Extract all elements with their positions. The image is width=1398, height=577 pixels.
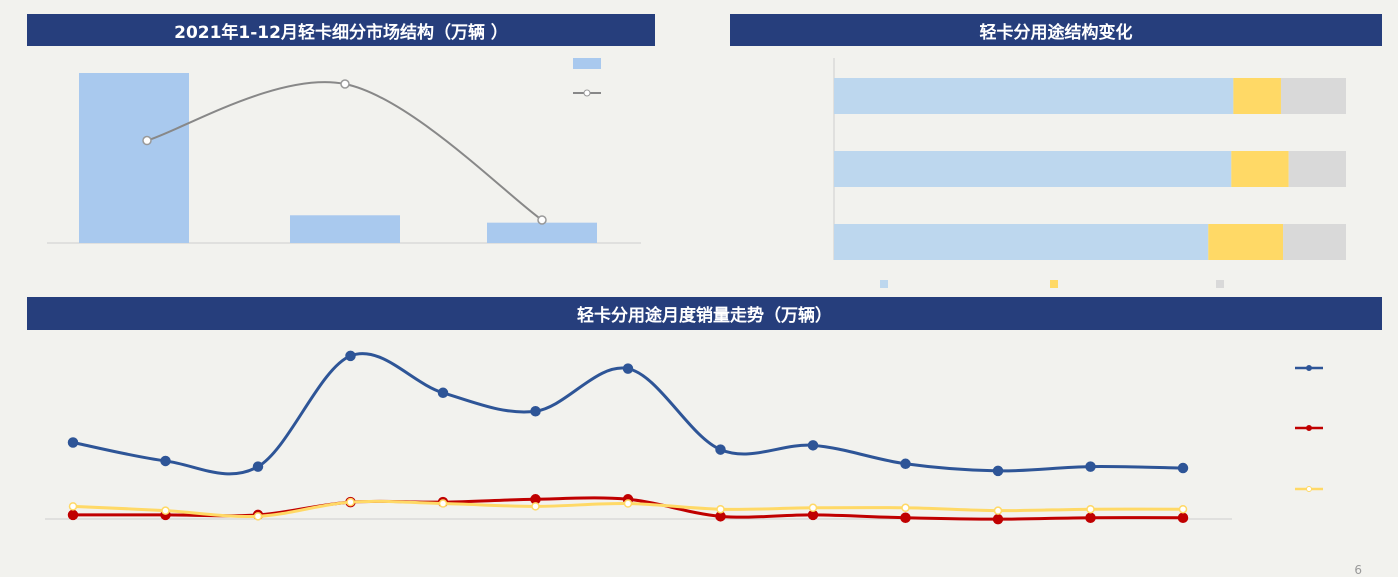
right-chart-title-banner: 轻卡分用途结构变化 xyxy=(730,14,1382,46)
series-point xyxy=(992,513,1004,525)
series-point xyxy=(992,465,1004,477)
legend-swatch-marker xyxy=(1306,365,1312,371)
growth-point xyxy=(142,135,152,146)
usage-structure-chart xyxy=(833,58,1346,288)
growth-point xyxy=(537,215,547,225)
series-point xyxy=(252,461,264,472)
series-point xyxy=(530,405,541,417)
segment-structure-chart xyxy=(47,58,641,244)
series-point xyxy=(531,502,540,511)
series-point xyxy=(1085,461,1096,472)
series-point xyxy=(437,387,449,399)
bar-3 xyxy=(487,222,597,243)
series-point xyxy=(1177,462,1189,474)
series-point xyxy=(1177,512,1189,523)
series-point xyxy=(253,512,263,521)
series-point xyxy=(345,350,356,362)
stacked-segment-专用 xyxy=(1288,151,1346,187)
legend-swatch-marker xyxy=(1306,486,1312,492)
series-point xyxy=(900,458,911,470)
series-point xyxy=(160,455,171,467)
series-point xyxy=(1085,512,1096,523)
series-point xyxy=(67,437,79,448)
bar-1 xyxy=(79,73,189,243)
stacked-segment-自卸 xyxy=(1233,78,1281,114)
series-point xyxy=(993,506,1003,515)
stacked-segment-专用 xyxy=(1283,224,1346,260)
series-point xyxy=(622,363,634,374)
growth-line xyxy=(146,81,543,221)
legend-swatch-marker xyxy=(1306,425,1312,431)
series-point xyxy=(346,497,355,507)
series-point xyxy=(68,502,78,511)
bar-2 xyxy=(290,215,400,243)
legend-swatch xyxy=(1216,280,1224,288)
legend-swatch-sales xyxy=(573,58,601,69)
monthly-trend-chart xyxy=(45,350,1323,525)
stacked-segment-载货 xyxy=(834,78,1234,114)
stacked-segment-专用 xyxy=(1280,78,1346,114)
growth-point xyxy=(340,79,350,89)
legend-swatch xyxy=(1050,280,1058,288)
series-point xyxy=(161,506,170,515)
series-point xyxy=(1178,504,1188,514)
stacked-segment-自卸 xyxy=(1208,224,1284,260)
series-point xyxy=(716,504,725,514)
stacked-segment-载货 xyxy=(834,224,1209,260)
series-point xyxy=(438,499,448,508)
stacked-segment-载货 xyxy=(834,151,1232,187)
stacked-segment-自卸 xyxy=(1231,151,1289,187)
page-number: 6 xyxy=(1354,563,1362,577)
legend-swatch xyxy=(880,280,888,288)
series-point xyxy=(715,444,726,455)
series-point xyxy=(901,503,910,513)
series-point xyxy=(808,503,818,513)
series-point xyxy=(67,509,79,521)
bottom-chart-title-banner: 轻卡分用途月度销量走势（万辆） xyxy=(27,297,1382,330)
left-chart-title-banner: 2021年1-12月轻卡细分市场结构（万辆 ） xyxy=(27,14,655,46)
series-point xyxy=(900,512,911,523)
series-point xyxy=(807,440,819,451)
series-point xyxy=(623,499,633,508)
series-point xyxy=(1086,504,1095,514)
legend-swatch-growth-marker xyxy=(583,89,591,97)
